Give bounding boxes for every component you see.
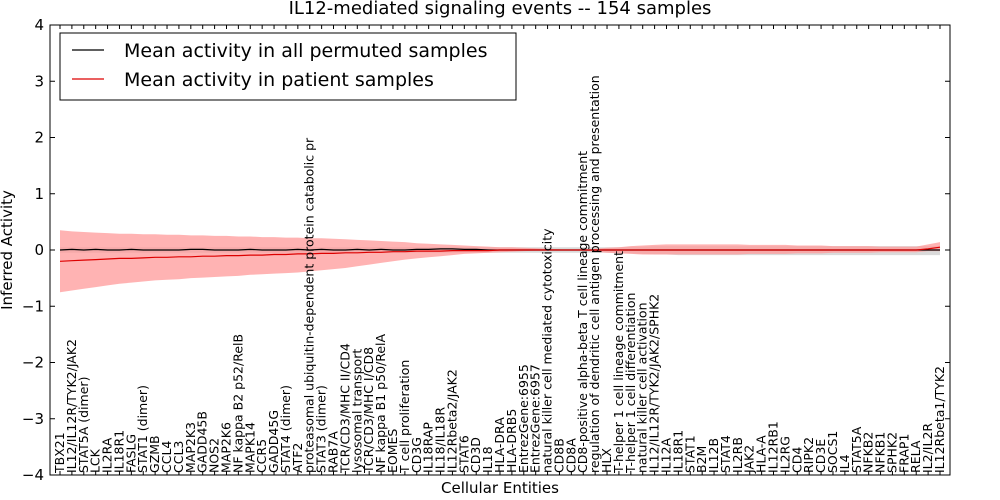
x-category-label: STAT3 (dimer) — [314, 385, 329, 473]
y-tick-label: 2 — [34, 129, 44, 147]
x-category-label: T-helper 1 cell lineage commitment — [611, 251, 626, 474]
y-axis: −4 −3 −2 −1 0 1 2 3 4 — [22, 16, 950, 484]
x-category-label: RIPK2 — [801, 437, 816, 473]
x-category-label: CD3G — [409, 437, 424, 473]
x-category-label: CD8A — [563, 438, 578, 473]
x-category-label: natural killer cell activation — [635, 302, 650, 473]
x-category-label: NFKB1 — [873, 432, 888, 473]
x-category-label: TCR/CD3/MHC I/CD8 — [361, 347, 376, 474]
x-category-label: LCK — [88, 448, 103, 473]
x-category-label: MAPK14 — [242, 422, 257, 473]
x-category-label: SPHK2 — [884, 432, 899, 473]
x-category-label: FASLG — [123, 434, 138, 473]
x-category-label: HLA-DRB5 — [504, 409, 519, 473]
x-category-label: IL12/IL12R/TYK2/JAK2 — [64, 339, 79, 473]
x-category-label: natural killer cell mediated cytotoxicit… — [540, 228, 555, 473]
x-category-label: IL18 — [480, 446, 495, 473]
x-category-label: HLA-DRA — [492, 417, 507, 473]
x-category-label: proteasomal ubiquitin-dependent protein … — [302, 137, 317, 473]
x-category-label: CD4 — [789, 447, 804, 473]
x-category-label: T-helper 1 cell differentiation — [623, 293, 638, 474]
x-category-label: EOMES — [385, 429, 400, 473]
x-category-label: B2M — [694, 446, 709, 473]
x-category-label: IL2RA — [100, 437, 115, 473]
x-category-label: IL2RG — [777, 436, 792, 473]
legend-label-patient: Mean activity in patient samples — [124, 69, 434, 91]
x-category-label: lysosomal transport — [349, 349, 364, 473]
y-tick-label: −2 — [22, 354, 44, 372]
x-category-label: STAT5A (dimer) — [76, 377, 91, 473]
category-tick-layer — [59, 25, 941, 475]
x-category-label: IL2/IL2R — [920, 423, 935, 473]
patient-range-band — [60, 230, 940, 293]
x-category-label: TCR/CD3/MHC II/CD4 — [337, 343, 352, 474]
x-category-label: IL12B — [706, 438, 721, 473]
x-category-label: STAT4 (dimer) — [278, 385, 293, 473]
y-tick-label: −3 — [22, 410, 44, 428]
y-tick-label: 1 — [34, 185, 44, 203]
x-category-label: GADD45B — [195, 411, 210, 473]
y-tick-label: −4 — [22, 466, 44, 484]
x-category-label: CCL3 — [171, 441, 186, 473]
x-category-label: IL18R1 — [670, 430, 685, 473]
x-axis-title: Cellular Entities — [441, 479, 559, 497]
x-category-label: IL12/IL12R/TYK2/JAK2/SPHK2 — [647, 294, 662, 473]
x-category-label: CCR5 — [254, 439, 269, 473]
legend-label-permuted: Mean activity in all permuted samples — [124, 40, 487, 62]
x-category-label: IL18R1 — [112, 430, 127, 473]
x-category-label: NOS2 — [207, 438, 222, 473]
x-category-label: IL18RAP — [421, 422, 436, 473]
x-category-label: IL18/IL18R — [433, 407, 448, 473]
x-category-label: STAT1 (dimer) — [135, 385, 150, 473]
legend: Mean activity in all permuted samples Me… — [59, 32, 517, 101]
x-category-label: STAT4 — [718, 435, 733, 473]
x-category-label: GADD45G — [266, 410, 281, 473]
y-tick-label: 3 — [34, 72, 44, 90]
x-category-label: IL12Rbeta1/TYK2 — [932, 366, 947, 473]
y-tick-label: 0 — [34, 241, 44, 259]
x-category-label: STAT1 — [682, 435, 697, 473]
x-category-label: STAT5A — [849, 426, 864, 473]
x-category-label: IL2RB — [730, 437, 745, 473]
chart-title: IL12-mediated signaling events -- 154 sa… — [289, 0, 712, 19]
x-category-label: TBX21 — [52, 432, 67, 474]
x-category-label: CCL4 — [159, 441, 174, 473]
x-category-label: EntrezGene:6957 — [528, 364, 543, 473]
x-category-label: IL4 — [837, 454, 852, 473]
x-category-label: CD8B — [552, 438, 567, 473]
x-category-label: CD3D — [468, 437, 483, 473]
x-category-label: RAB7A — [326, 431, 341, 473]
patient-mean-line — [59, 246, 941, 262]
y-tick-label: 4 — [34, 16, 44, 34]
x-category-label: CD3E — [813, 439, 828, 473]
line-layer — [59, 246, 941, 262]
x-category-label: IL12RB1 — [766, 421, 781, 473]
x-category-label: MAP2K6 — [219, 422, 234, 473]
x-category-label: CD8-positive alpha-beta T cell lineage c… — [575, 151, 590, 473]
x-category-label: HLX — [599, 448, 614, 473]
x-category-label: NF kappa B1 p50/RelA — [373, 333, 388, 473]
y-tick-label: −1 — [22, 297, 44, 315]
x-category-label: HLA-A — [754, 435, 769, 473]
x-category-label: STAT6 — [456, 435, 471, 473]
x-category-label: T cell proliferation — [397, 360, 412, 474]
x-category-label: NFKB2 — [861, 432, 876, 473]
x-category-label: JAK2 — [742, 445, 757, 474]
x-category-label: EntrezGene:6955 — [516, 364, 531, 473]
x-category-label: ATF2 — [290, 443, 305, 473]
x-category-label: RELA — [908, 440, 923, 473]
y-axis-title: Inferred Activity — [0, 190, 16, 310]
x-category-label: IL12A — [659, 437, 674, 473]
x-category-label: regulation of dendritic cell antigen pro… — [587, 75, 602, 473]
x-category-label: FRAP1 — [896, 434, 911, 473]
legend-box — [59, 32, 517, 101]
x-category-label: NF kappa B2 p52/RelB — [230, 334, 245, 473]
x-category-label: GZMB — [147, 435, 162, 473]
x-category-label: IL12Rbeta2/JAK2 — [444, 369, 459, 473]
x-category-label: MAP2K3 — [183, 422, 198, 473]
x-category-label: SOCS1 — [825, 431, 840, 473]
